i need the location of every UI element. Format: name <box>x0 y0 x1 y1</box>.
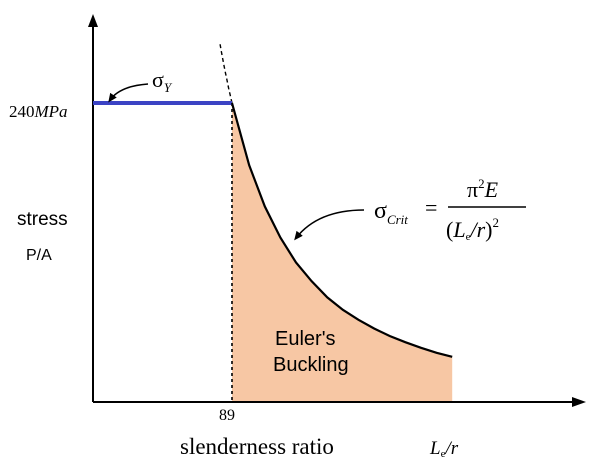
x-tick-label-89: 89 <box>219 407 235 424</box>
critical-stress-label: σCrit <box>374 198 408 227</box>
y-tick-label-240: 240MPa <box>9 102 68 121</box>
yield-label-arrow <box>108 83 149 103</box>
euler-buckling-region <box>232 103 453 402</box>
y-axis-arrowhead <box>88 14 98 27</box>
yield-stress-label: σY <box>152 67 173 95</box>
critical-stress-equals: = <box>425 195 437 220</box>
x-axis-label: slenderness ratio <box>180 434 334 459</box>
euler-curve-extension <box>219 43 233 104</box>
x-axis-label-symbol: Le/r <box>429 438 459 460</box>
y-axis-sublabel: P/A <box>26 247 52 264</box>
region-label-line1: Euler's <box>275 328 336 350</box>
x-axis-arrowhead <box>572 397 586 407</box>
critical-stress-numerator: π2E <box>467 176 499 202</box>
region-label-line2: Buckling <box>273 354 349 376</box>
critical-stress-denominator: (Le/r)2 <box>446 215 499 243</box>
euler-critical-stress-curve <box>230 102 453 358</box>
y-axis-label: stress <box>17 209 68 230</box>
critical-label-arrow <box>294 209 365 241</box>
